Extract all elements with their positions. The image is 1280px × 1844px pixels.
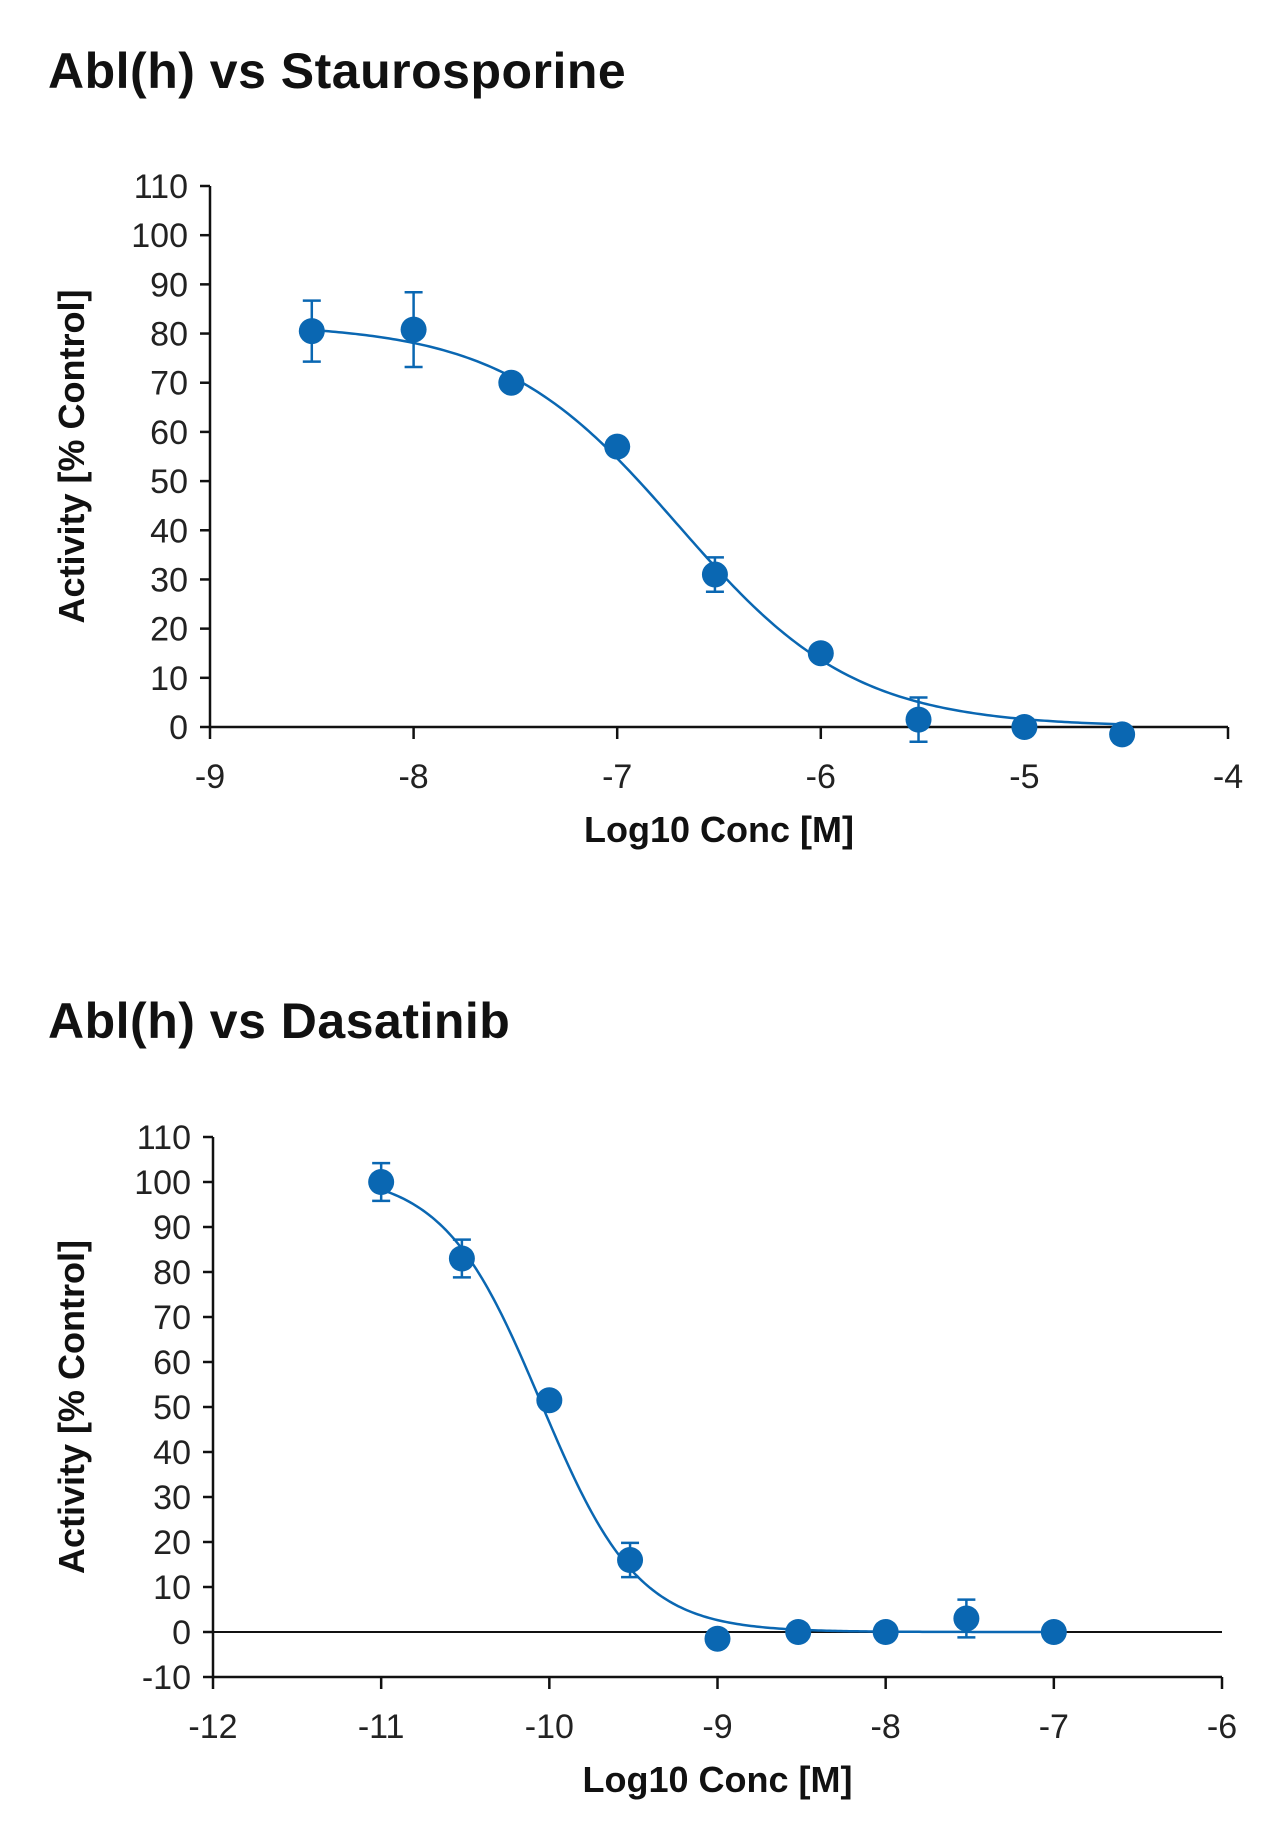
y-tick-label: 40 [153,1434,191,1472]
data-point [298,318,325,345]
plot-area: 0 10 20 30 40 50 60 70 80 90 100 110 -9 -8 -7 -6 -5 -4 Log… [51,168,1243,850]
y-tick-label: 110 [134,168,188,206]
y-tick-label: 100 [131,217,188,255]
data-point [617,1547,644,1573]
fit-curve [311,328,1123,726]
y-axis-title: Activity [% Control] [51,289,92,623]
chart-dasatinib: Abl(h) vs Dasatinib -10 0 10 20 30 40 50 60 70 80… [0,950,1280,1844]
x-tick-label: -8 [871,1708,901,1746]
x-tick-label: -7 [1039,1708,1069,1746]
x-tick-label: -10 [525,1708,574,1746]
chart-title: Abl(h) vs Dasatinib [48,993,511,1049]
y-tick-label: 100 [134,1164,191,1202]
data-point [536,1387,563,1414]
y-tick-label: 20 [150,611,188,649]
data-point [872,1619,899,1645]
data-point [701,561,728,588]
data-point [604,433,631,460]
x-tick-label: -9 [702,1708,732,1746]
data-point [905,706,932,733]
y-tick-label: 10 [150,660,188,698]
y-axis-title: Activity [% Control] [51,1240,92,1574]
x-tick-label: -4 [1213,758,1243,796]
x-tick-label: -8 [398,758,428,796]
y-tick-label: -10 [142,1659,191,1697]
x-tick-label: -6 [1207,1708,1237,1746]
data-point [1040,1619,1067,1645]
data-point [1109,721,1136,748]
chart-staurosporine: Abl(h) vs Staurosporine 0 10 20 30 40 50 60 70 8… [0,0,1280,900]
x-tick-label: -11 [358,1708,405,1746]
y-tick-label: 10 [153,1569,191,1607]
plot-area: -10 0 10 20 30 40 50 60 70 80 90 100 110 -12 -11 -10 -9 -… [51,1119,1237,1800]
y-tick-label: 90 [150,266,188,304]
y-tick-label: 80 [153,1254,191,1292]
y-tick-label: 70 [153,1299,191,1337]
y-tick-label: 60 [153,1344,191,1382]
data-point [704,1625,731,1652]
y-tick-label: 110 [137,1119,191,1157]
data-point [368,1169,395,1195]
x-tick-label: -5 [1009,758,1039,796]
data-point [400,316,427,343]
y-tick-label: 0 [169,709,188,747]
y-tick-label: 50 [153,1389,191,1427]
y-tick-label: 80 [150,316,188,354]
y-tick-label: 0 [172,1614,191,1652]
x-axis-title: Log10 Conc [M] [583,1759,853,1800]
y-tick-label: 70 [150,365,188,403]
x-tick-label: -6 [806,758,836,796]
y-tick-label: 30 [153,1479,191,1517]
x-tick-label: -7 [602,758,632,796]
data-point [1011,714,1038,740]
data-point [807,640,834,667]
data-point [498,369,525,396]
data-point [953,1605,980,1632]
chart-title: Abl(h) vs Staurosporine [48,43,627,99]
x-tick-label: -9 [195,758,225,796]
fit-curve [380,1188,1054,1634]
x-axis-title: Log10 Conc [M] [584,809,854,850]
y-tick-label: 90 [153,1209,191,1247]
y-tick-label: 50 [150,463,188,501]
data-point [785,1619,812,1645]
data-point [448,1245,475,1272]
x-tick-label: -12 [188,1708,237,1746]
y-tick-label: 40 [150,512,188,550]
y-tick-label: 60 [150,414,188,452]
y-tick-label: 30 [150,561,188,599]
y-tick-label: 20 [153,1524,191,1562]
